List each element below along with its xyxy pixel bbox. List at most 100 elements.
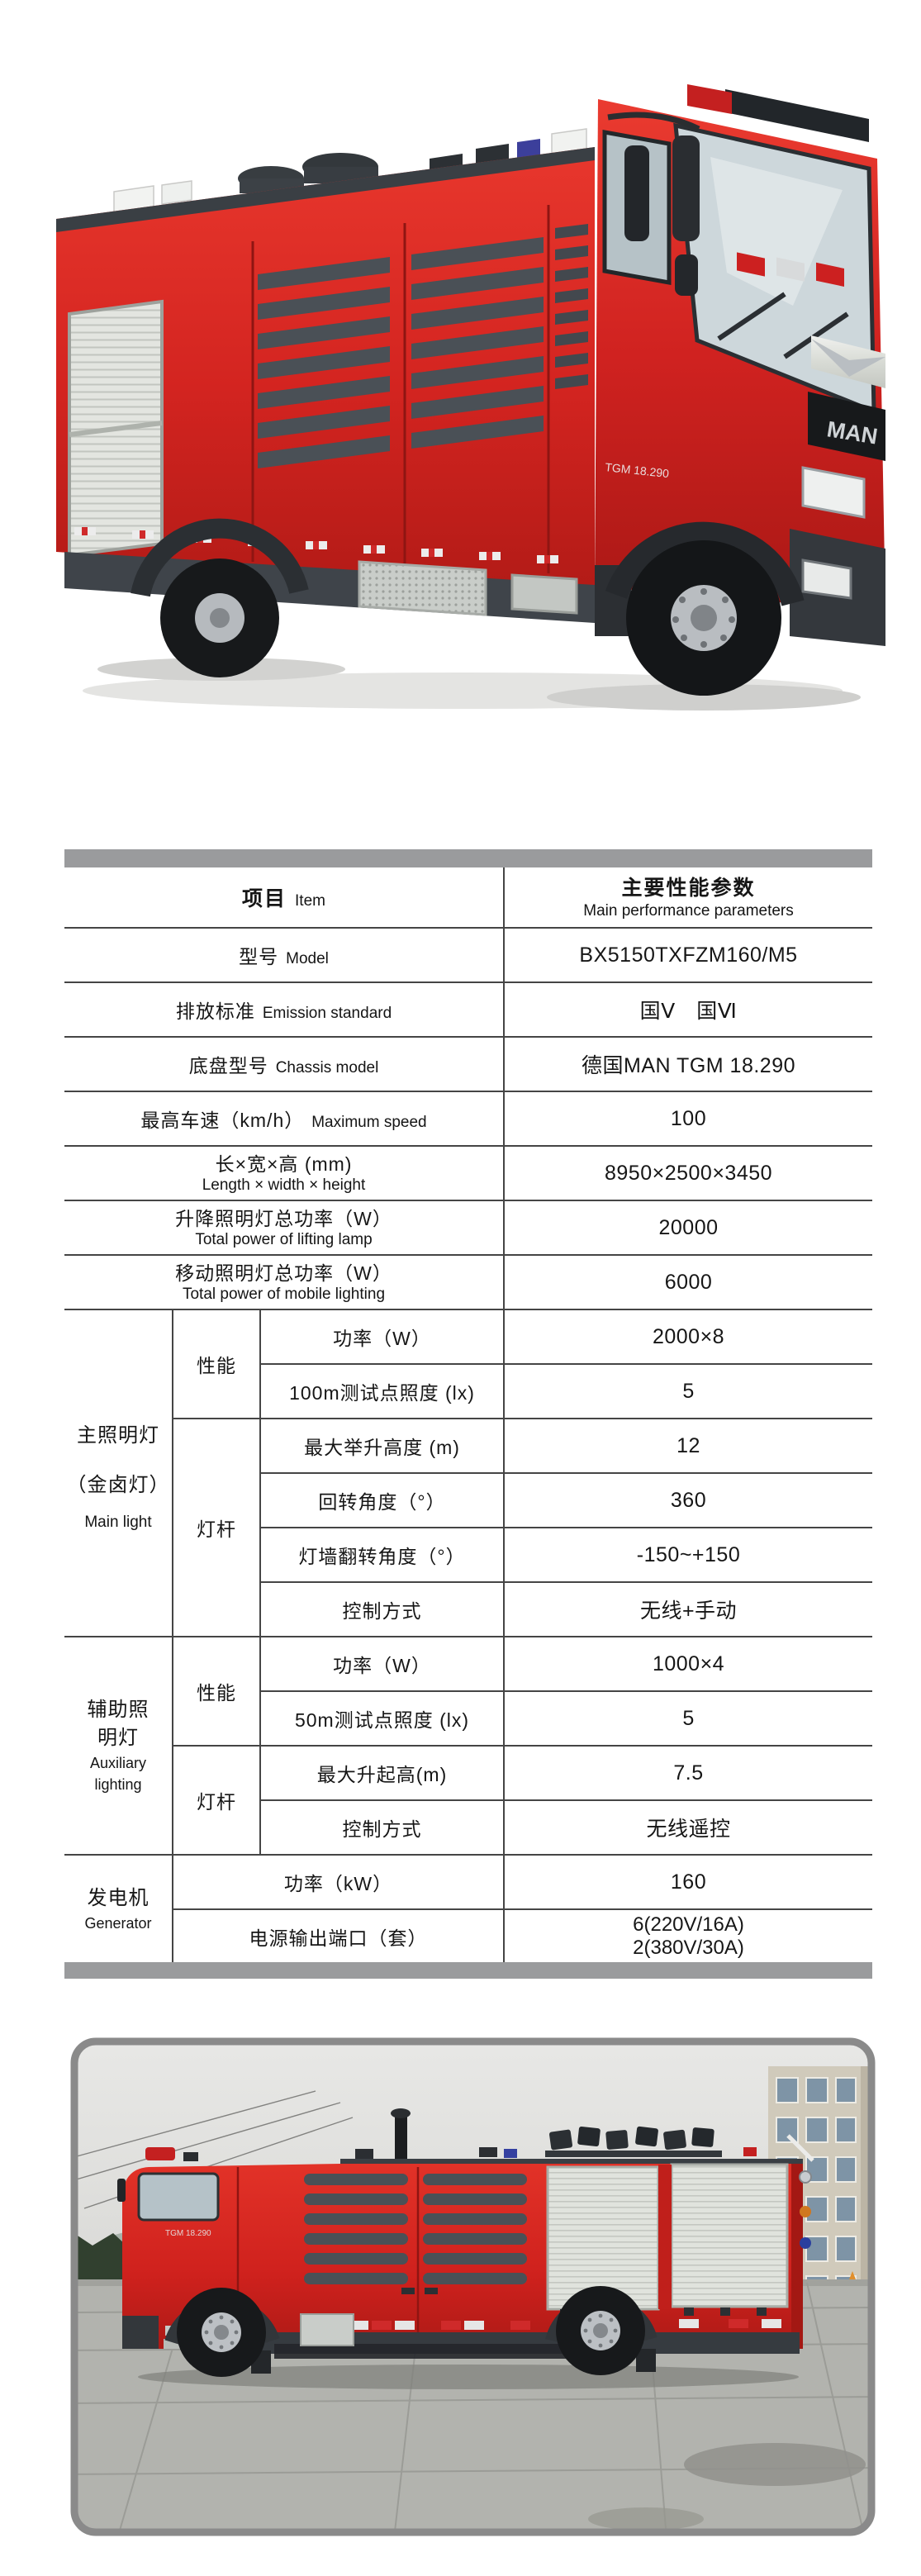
row-value: 5: [503, 1364, 873, 1419]
spec-table: 项目 Item 主要性能参数 Main performance parameter…: [64, 867, 873, 1962]
table-row-main-power: 主照明灯 （金卤灯） Main light 性能 功率（W） 2000×8: [64, 1309, 873, 1637]
roof-lamp: [355, 2149, 373, 2159]
table-row-mobile-lighting-power: 移动照明灯总功率（W） Total power of mobile lightin…: [64, 1255, 873, 1310]
truck-side-view: TGM 18.290: [117, 2108, 814, 2377]
row-value: 100: [503, 1091, 873, 1147]
red-beacon: [743, 2147, 757, 2156]
table-row-lifting-lamp-power: 升降照明灯总功率（W） Total power of lifting lamp 2…: [64, 1200, 873, 1256]
row-label-zh: 最大举升高度 (m): [259, 1419, 505, 1474]
top-photo-fire-truck: MAN TGM 18.290: [56, 84, 885, 711]
photo-frame: [70, 2037, 876, 2536]
row-label-zh: 100m测试点照度 (lx): [259, 1364, 505, 1419]
row-label-zh: 移动照明灯总功率（W）: [175, 1262, 392, 1284]
header-item-cell: 项目 Item: [64, 867, 505, 929]
rear-light-amber: [800, 2206, 811, 2217]
table-row-main-control: 控制方式 无线+手动: [64, 1582, 873, 1637]
table-row-max-speed: 最高车速（km/h） Maximum speed 100: [64, 1091, 873, 1147]
row-label-zh: 最大升起高(m): [259, 1746, 505, 1801]
row-label-en: Model: [286, 950, 329, 967]
row-label-zh: 电源输出端口（套）: [171, 1909, 505, 1962]
light-bar-red-segment: [737, 252, 765, 277]
row-label-zh: 功率（W）: [259, 1637, 505, 1692]
row-value: 12: [503, 1419, 873, 1474]
roof-lamp: [479, 2147, 497, 2157]
mirror: [117, 2179, 126, 2202]
group-aux-light: 辅助照 明灯 Auxiliary lighting: [64, 1637, 173, 1856]
model-decal: TGM 18.290: [165, 2229, 211, 2238]
mirror-small: [675, 254, 698, 296]
grille: [808, 392, 885, 461]
cab-bumper: [122, 2316, 159, 2349]
truck-shadow: [138, 2365, 799, 2389]
door-handle: [401, 2288, 415, 2294]
row-value: 无线遥控: [503, 1800, 873, 1856]
header-value-en: Main performance parameters: [583, 901, 794, 920]
mirror: [672, 135, 700, 241]
cab-window: [137, 2172, 220, 2222]
row-label-en: Total power of lifting lamp: [195, 1231, 373, 1248]
table-row-aux-power: 辅助照 明灯 Auxiliary lighting 性能 功率（W） 1000×…: [64, 1637, 873, 1856]
blue-beacon: [504, 2149, 517, 2158]
truck-shadow: [83, 658, 861, 711]
row-label-zh: 最高车速（km/h）: [140, 1110, 305, 1131]
fog-light: [801, 558, 852, 600]
row-value: 5: [503, 1691, 873, 1747]
row-label-zh: 控制方式: [259, 1800, 505, 1856]
header-item-zh: 项目: [242, 887, 287, 910]
row-label-zh: 升降照明灯总功率（W）: [175, 1208, 392, 1229]
perforated-step-box: [358, 560, 487, 616]
row-label-en: Maximum speed: [311, 1114, 427, 1131]
roof-equipment: [113, 128, 587, 213]
floodlight-cluster: [545, 2126, 722, 2157]
row-value: 无线+手动: [503, 1582, 873, 1637]
table-row-main-illuminance: 100m测试点照度 (lx) 5: [64, 1364, 873, 1419]
row-value: 160: [503, 1855, 873, 1910]
subgroup-light-pole: 灯杆: [172, 1419, 260, 1637]
roof-light-box: [161, 180, 192, 205]
light-bar: [725, 89, 869, 142]
table-row-generator-power: 发电机 Generator 功率（kW） 160: [64, 1855, 873, 1932]
rear-rail: [786, 2134, 814, 2162]
mirror: [624, 145, 649, 241]
door-handle: [425, 2288, 438, 2294]
truck-cab: MAN TGM 18.290: [595, 84, 885, 646]
row-value: 6000: [503, 1255, 873, 1310]
table-row-main-rotation: 回转角度（°） 360: [64, 1473, 873, 1528]
subgroup-performance: 性能: [172, 1637, 260, 1747]
row-label-zh: 灯墙翻转角度（°）: [259, 1528, 505, 1583]
row-label-zh: 50m测试点照度 (lx): [259, 1691, 505, 1747]
row-value: -150~+150: [503, 1528, 873, 1583]
row-label-en: Total power of mobile lighting: [182, 1286, 386, 1303]
row-label-en: Emission standard: [262, 1005, 392, 1022]
rear-light: [799, 2170, 812, 2184]
row-value: 2000×8: [503, 1309, 873, 1365]
louver-doors: [304, 2174, 527, 2284]
row-value: 8950×2500×3450: [503, 1146, 873, 1201]
row-label-zh: 控制方式: [259, 1582, 505, 1637]
table-row-dimensions: 长×宽×高 (mm) Length × width × height 8950×2…: [64, 1146, 873, 1201]
cab-red-beacon: [145, 2147, 175, 2160]
table-row: 项目 Item 主要性能参数 Main performance parameter…: [64, 867, 873, 929]
row-label-zh: 长×宽×高 (mm): [215, 1153, 353, 1175]
table-bottom-bar: [64, 1962, 872, 1979]
table-row-main-lift-height: 灯杆 最大举升高度 (m) 12: [64, 1419, 873, 1637]
headlight: [801, 466, 866, 519]
wet-patch: [684, 2443, 866, 2486]
rear-wheel: [131, 518, 309, 677]
red-beacon: [687, 84, 732, 114]
wipers: [717, 292, 849, 359]
row-value: 国Ⅴ 国Ⅵ: [503, 982, 873, 1038]
front-wheel: [177, 2288, 266, 2377]
table-row-generator-outlets: 电源输出端口（套） 6(220V/16A) 2(380V/30A): [64, 1909, 873, 1962]
table-row-emission: 排放标准 Emission standard 国Ⅴ 国Ⅵ: [64, 982, 873, 1038]
bottom-photo-fire-truck-side: TGM 18.290: [70, 2037, 876, 2536]
light-bar-speaker: [776, 257, 805, 282]
row-label-zh: 功率（kW）: [171, 1855, 505, 1910]
row-label-en: Length × width × height: [202, 1176, 366, 1194]
header-value-cell: 主要性能参数 Main performance parameters: [503, 867, 873, 929]
table-row-aux-control: 控制方式 无线遥控: [64, 1800, 873, 1856]
header-item-en: Item: [295, 892, 325, 910]
header-value-zh: 主要性能参数: [621, 876, 756, 900]
row-label-zh: 回转角度（°）: [259, 1473, 505, 1528]
table-row-aux-illuminance: 50m测试点照度 (lx) 5: [64, 1691, 873, 1747]
